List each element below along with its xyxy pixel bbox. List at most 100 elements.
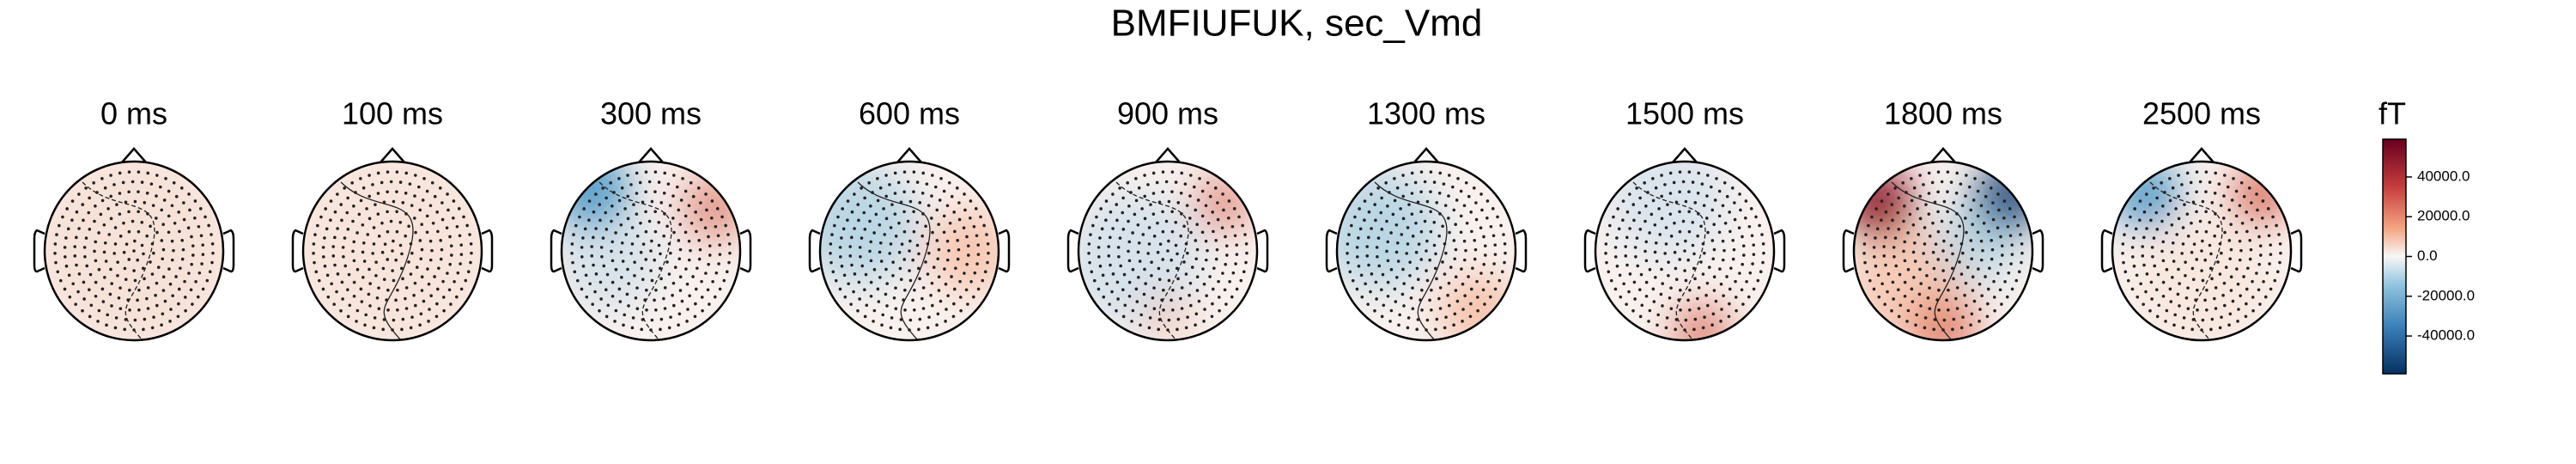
- sensor: [2257, 235, 2261, 239]
- sensor: [150, 272, 155, 276]
- sensor: [2141, 254, 2145, 258]
- sensor: [1111, 192, 1115, 196]
- sensor: [430, 180, 434, 185]
- sensor: [1740, 288, 1744, 292]
- sensor: [1241, 223, 1244, 228]
- sensor: [893, 192, 897, 195]
- sensor: [1684, 239, 1687, 243]
- colorbar-tick-label: 20000.0: [2417, 208, 2470, 224]
- sensor: [894, 286, 897, 290]
- sensor: [174, 275, 178, 278]
- sensor: [1653, 250, 1657, 254]
- sensor: [2259, 253, 2263, 257]
- sensor: [70, 199, 75, 203]
- sensor: [449, 302, 453, 306]
- sensor: [2177, 217, 2181, 221]
- sensor: [1733, 217, 1737, 222]
- sensor: [1455, 198, 1459, 202]
- sensor: [935, 239, 939, 242]
- sensor: [986, 260, 989, 265]
- sensor: [1470, 229, 1473, 234]
- sensor: [1407, 203, 1411, 206]
- sensor: [1134, 177, 1138, 180]
- sensor: [868, 249, 872, 253]
- sensor: [882, 207, 885, 211]
- sensor: [1936, 258, 1941, 261]
- sensor: [312, 251, 315, 255]
- sensor: [1684, 278, 1688, 283]
- sensor: [1908, 212, 1912, 217]
- sensor: [950, 194, 954, 198]
- sensor: [1151, 192, 1156, 195]
- sensor: [976, 287, 981, 291]
- sensor: [2218, 326, 2222, 330]
- sensor: [650, 278, 654, 283]
- sensor: [2201, 318, 2205, 322]
- topomap: 900 ms: [1066, 96, 1269, 342]
- sensor: [407, 224, 410, 229]
- sensor: [1438, 286, 1443, 290]
- sensor: [160, 208, 164, 212]
- sensor: [1913, 259, 1917, 263]
- sensor: [1954, 192, 1959, 195]
- sensor: [1635, 186, 1638, 190]
- sensor: [1107, 254, 1111, 258]
- sensor: [170, 258, 174, 262]
- sensor: [694, 211, 697, 214]
- sensor: [100, 198, 105, 203]
- sensor: [929, 293, 933, 297]
- sensor: [2227, 239, 2232, 242]
- sensor: [1651, 177, 1655, 180]
- sensor: [1358, 207, 1361, 211]
- sensor: [1681, 219, 1686, 223]
- sensor: [154, 293, 157, 297]
- sensor: [663, 286, 667, 290]
- panel-title: 0 ms: [100, 96, 167, 131]
- sensor: [916, 266, 920, 271]
- sensor: [699, 201, 702, 205]
- sensor: [1930, 180, 1935, 185]
- sensor: [1139, 323, 1142, 327]
- sensor: [1438, 307, 1443, 310]
- sensor: [881, 313, 885, 317]
- sensor: [112, 252, 116, 255]
- sensor: [2240, 221, 2245, 225]
- sensor: [1612, 215, 1615, 219]
- sensor: [420, 247, 424, 252]
- sensor: [2222, 194, 2226, 198]
- sensor: [1741, 262, 1744, 266]
- sensor: [2016, 223, 2020, 228]
- sensor: [2185, 212, 2190, 216]
- sensor: [1400, 292, 1405, 296]
- colorbar-tick-label: -20000.0: [2417, 287, 2475, 303]
- sensor: [610, 219, 613, 223]
- sensor: [2003, 280, 2007, 284]
- sensor: [146, 286, 150, 290]
- sensor: [1706, 174, 1710, 177]
- sensor: [1443, 204, 1448, 207]
- sensor: [570, 242, 574, 246]
- sensor: [124, 278, 128, 282]
- sensor: [647, 180, 652, 184]
- sensor: [1664, 242, 1668, 246]
- sensor: [1204, 258, 1208, 262]
- sensor: [2180, 252, 2184, 255]
- sensor: [1443, 326, 1447, 330]
- sensor: [1459, 189, 1463, 193]
- sensor: [653, 210, 657, 214]
- sensor: [408, 182, 412, 186]
- sensor: [2267, 234, 2271, 238]
- sensor: [459, 253, 464, 256]
- sensor: [683, 230, 688, 235]
- sensor: [1162, 288, 1165, 292]
- sensor: [1678, 210, 1681, 214]
- sensor: [1188, 293, 1191, 297]
- sensor: [1162, 308, 1165, 312]
- sensor: [1862, 242, 1867, 246]
- sensor: [635, 171, 639, 175]
- sensor: [1700, 182, 1704, 186]
- sensor: [1087, 251, 1091, 255]
- field: [820, 162, 999, 340]
- sensor: [1389, 308, 1394, 313]
- sensor: [908, 318, 913, 322]
